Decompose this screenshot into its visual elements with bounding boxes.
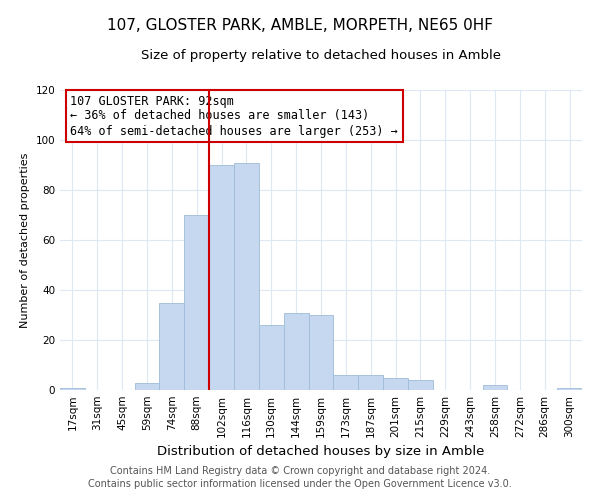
Text: Contains public sector information licensed under the Open Government Licence v3: Contains public sector information licen…	[88, 479, 512, 489]
Bar	[557, 388, 582, 390]
Title: Size of property relative to detached houses in Amble: Size of property relative to detached ho…	[141, 50, 501, 62]
Bar	[408, 380, 433, 390]
Bar	[134, 382, 160, 390]
Bar	[160, 302, 184, 390]
Bar	[209, 165, 234, 390]
Text: 107 GLOSTER PARK: 92sqm
← 36% of detached houses are smaller (143)
64% of semi-d: 107 GLOSTER PARK: 92sqm ← 36% of detache…	[70, 94, 398, 138]
Bar	[184, 215, 209, 390]
Text: 107, GLOSTER PARK, AMBLE, MORPETH, NE65 0HF: 107, GLOSTER PARK, AMBLE, MORPETH, NE65 …	[107, 18, 493, 32]
Bar	[482, 385, 508, 390]
Bar	[284, 312, 308, 390]
Bar	[259, 325, 284, 390]
Text: Contains HM Land Registry data © Crown copyright and database right 2024.: Contains HM Land Registry data © Crown c…	[110, 466, 490, 476]
Bar	[334, 375, 358, 390]
Bar	[383, 378, 408, 390]
Bar	[308, 315, 334, 390]
X-axis label: Distribution of detached houses by size in Amble: Distribution of detached houses by size …	[157, 446, 485, 458]
Bar	[60, 388, 85, 390]
Bar	[358, 375, 383, 390]
Y-axis label: Number of detached properties: Number of detached properties	[20, 152, 30, 328]
Bar	[234, 162, 259, 390]
